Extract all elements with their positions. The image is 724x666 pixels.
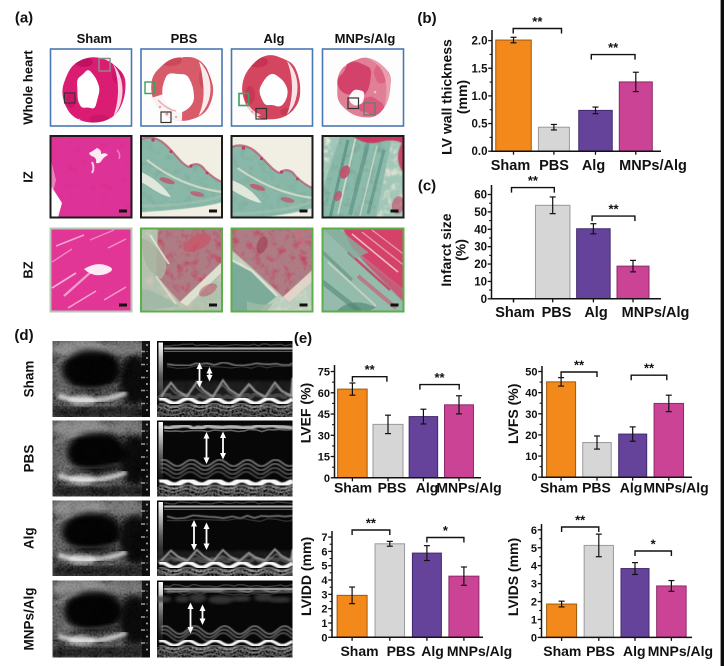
- svg-text:20: 20: [525, 430, 537, 442]
- svg-text:Sham: Sham: [491, 158, 531, 174]
- svg-text:Whole heart: Whole heart: [21, 50, 36, 125]
- svg-text:**: **: [608, 40, 619, 55]
- svg-text:MNPs/Alg: MNPs/Alg: [335, 31, 396, 46]
- svg-text:Alg: Alg: [584, 305, 607, 321]
- svg-text:5: 5: [321, 561, 327, 573]
- svg-text:**: **: [574, 358, 585, 373]
- svg-text:15: 15: [318, 452, 330, 464]
- svg-text:Sham: Sham: [540, 480, 578, 496]
- svg-text:PBS: PBS: [22, 445, 37, 473]
- svg-text:1: 1: [531, 614, 537, 626]
- svg-text:**: **: [528, 173, 539, 188]
- svg-text:MNPs/Alg: MNPs/Alg: [619, 158, 687, 174]
- svg-text:60: 60: [474, 190, 487, 202]
- svg-text:4: 4: [321, 575, 328, 587]
- svg-text:30: 30: [318, 430, 330, 442]
- svg-text:30: 30: [525, 409, 537, 421]
- svg-text:MNPs/Alg: MNPs/Alg: [622, 305, 690, 321]
- svg-text:(b): (b): [417, 10, 436, 27]
- svg-text:2: 2: [321, 604, 327, 616]
- svg-text:Alg: Alg: [582, 158, 605, 174]
- svg-text:MNPs/Alg: MNPs/Alg: [643, 480, 708, 496]
- svg-text:3: 3: [531, 579, 537, 591]
- svg-text:Alg: Alg: [264, 31, 285, 46]
- svg-text:PBS: PBS: [542, 305, 572, 321]
- svg-text:PBS: PBS: [582, 480, 611, 496]
- svg-text:20: 20: [474, 259, 487, 271]
- svg-text:LVEF (%): LVEF (%): [298, 383, 314, 443]
- svg-text:Sham: Sham: [334, 480, 372, 496]
- svg-text:LVIDS (mm): LVIDS (mm): [505, 538, 521, 616]
- svg-text:2.0: 2.0: [472, 36, 488, 48]
- svg-text:6: 6: [531, 525, 537, 537]
- svg-text:(c): (c): [418, 178, 436, 195]
- svg-text:3: 3: [321, 589, 327, 601]
- svg-text:(%): (%): [452, 239, 468, 261]
- svg-text:MNPs/Alg: MNPs/Alg: [22, 587, 37, 650]
- svg-text:BZ: BZ: [21, 261, 36, 278]
- svg-text:0: 0: [531, 632, 537, 644]
- svg-text:*: *: [651, 537, 657, 552]
- svg-text:30: 30: [474, 242, 487, 254]
- svg-text:0: 0: [481, 294, 487, 306]
- svg-text:Sham: Sham: [543, 643, 581, 659]
- svg-text:75: 75: [318, 367, 330, 379]
- svg-text:Alg: Alg: [416, 480, 439, 496]
- svg-text:**: **: [434, 370, 445, 385]
- svg-text:LV wall thickness: LV wall thickness: [439, 39, 455, 155]
- svg-text:0: 0: [324, 473, 330, 485]
- svg-text:0.0: 0.0: [472, 146, 488, 158]
- svg-text:Alg: Alg: [620, 480, 643, 496]
- svg-text:0.5: 0.5: [472, 119, 489, 131]
- svg-text:Alg: Alg: [421, 643, 444, 659]
- svg-text:0: 0: [531, 472, 537, 484]
- svg-text:PBS: PBS: [539, 158, 569, 174]
- svg-text:1: 1: [321, 618, 327, 630]
- svg-text:7: 7: [321, 532, 327, 544]
- svg-text:2: 2: [531, 597, 537, 609]
- svg-text:**: **: [532, 14, 543, 29]
- svg-text:PBS: PBS: [171, 31, 198, 46]
- svg-text:**: **: [608, 202, 619, 217]
- svg-text:5: 5: [531, 543, 537, 555]
- svg-text:(mm): (mm): [454, 80, 470, 114]
- svg-text:LVFS (%): LVFS (%): [505, 384, 521, 444]
- svg-text:50: 50: [525, 367, 537, 379]
- svg-text:**: **: [366, 516, 377, 531]
- svg-text:MNPs/Alg: MNPs/Alg: [648, 643, 713, 659]
- svg-text:45: 45: [318, 409, 330, 421]
- svg-text:Sham: Sham: [22, 361, 37, 398]
- svg-text:50: 50: [474, 207, 487, 219]
- svg-text:PBS: PBS: [378, 480, 407, 496]
- svg-text:Sham: Sham: [77, 31, 112, 46]
- svg-text:PBS: PBS: [387, 643, 416, 659]
- svg-text:Sham: Sham: [495, 305, 535, 321]
- svg-text:**: **: [575, 513, 586, 528]
- svg-text:10: 10: [474, 276, 487, 288]
- svg-text:MNPs/Alg: MNPs/Alg: [436, 480, 501, 496]
- svg-text:40: 40: [525, 388, 537, 400]
- svg-text:Sham: Sham: [340, 643, 378, 659]
- svg-text:60: 60: [318, 388, 330, 400]
- svg-text:Infarct size: Infarct size: [438, 213, 454, 286]
- svg-text:10: 10: [525, 451, 537, 463]
- svg-text:Alg: Alg: [623, 643, 646, 659]
- svg-text:40: 40: [474, 224, 487, 236]
- svg-text:(e): (e): [294, 330, 312, 347]
- svg-text:1.5: 1.5: [472, 63, 489, 75]
- svg-text:**: **: [365, 362, 376, 377]
- svg-text:PBS: PBS: [586, 643, 615, 659]
- svg-text:IZ: IZ: [21, 171, 36, 183]
- svg-text:*: *: [443, 523, 449, 538]
- svg-text:(d): (d): [14, 327, 33, 344]
- svg-text:LVIDD (mm): LVIDD (mm): [298, 537, 314, 616]
- svg-text:Alg: Alg: [22, 527, 37, 549]
- svg-text:0: 0: [321, 632, 327, 644]
- svg-text:1.0: 1.0: [472, 91, 488, 103]
- svg-text:(a): (a): [15, 10, 33, 27]
- svg-text:**: **: [644, 361, 655, 376]
- svg-text:4: 4: [531, 561, 538, 573]
- svg-text:6: 6: [321, 546, 327, 558]
- svg-text:MNPs/Alg: MNPs/Alg: [447, 643, 512, 659]
